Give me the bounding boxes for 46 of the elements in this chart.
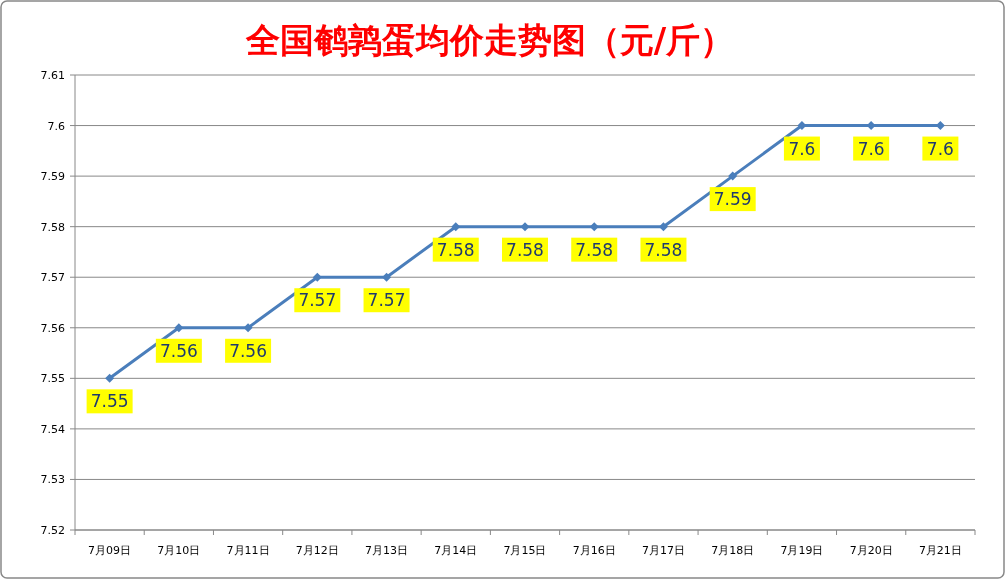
y-tick-label: 7.58 bbox=[40, 220, 65, 234]
y-tick-label: 7.59 bbox=[40, 170, 65, 184]
x-tick-label: 7月13日 bbox=[365, 544, 409, 557]
point bbox=[728, 171, 738, 181]
data-label: 7.6 bbox=[926, 138, 954, 159]
y-tick-label: 7.53 bbox=[40, 473, 65, 487]
data-label: 7.57 bbox=[298, 290, 337, 311]
x-tick-label: 7月14日 bbox=[434, 544, 478, 557]
point bbox=[451, 222, 461, 232]
data-label: 7.58 bbox=[644, 239, 683, 260]
data-label: 7.56 bbox=[229, 340, 268, 361]
data-label: 7.55 bbox=[90, 391, 129, 412]
data-label: 7.6 bbox=[788, 138, 816, 159]
data-label: 7.58 bbox=[436, 239, 475, 260]
x-tick-label: 7月18日 bbox=[711, 544, 755, 557]
point bbox=[520, 222, 530, 232]
y-tick-label: 7.61 bbox=[40, 69, 65, 82]
data-label: 7.56 bbox=[159, 340, 198, 361]
x-tick-label: 7月15日 bbox=[503, 544, 547, 557]
data-label: 7.6 bbox=[857, 138, 885, 159]
x-tick-label: 7月16日 bbox=[572, 544, 616, 557]
x-tick-label: 7月10日 bbox=[157, 544, 201, 557]
x-tick-label: 7月17日 bbox=[641, 544, 685, 557]
y-tick-label: 7.6 bbox=[47, 119, 65, 133]
y-tick-label: 7.55 bbox=[40, 372, 65, 386]
y-tick-label: 7.54 bbox=[40, 422, 65, 436]
data-label: 7.58 bbox=[575, 239, 614, 260]
point bbox=[105, 373, 115, 383]
point bbox=[382, 272, 392, 282]
point bbox=[174, 323, 184, 333]
data-label: 7.57 bbox=[367, 290, 406, 311]
data-label: 7.58 bbox=[506, 239, 544, 260]
point bbox=[312, 272, 322, 282]
x-tick-label: 7月19日 bbox=[780, 544, 824, 557]
x-tick-label: 7月21日 bbox=[918, 544, 962, 557]
x-tick-label: 7月09日 bbox=[88, 544, 132, 557]
y-tick-label: 7.56 bbox=[40, 321, 65, 335]
y-tick-label: 7.52 bbox=[40, 524, 65, 537]
y-tick-label: 7.57 bbox=[40, 271, 65, 285]
x-tick-label: 7月20日 bbox=[849, 544, 893, 557]
point bbox=[243, 323, 253, 333]
chart-title: 全国鹌鹑蛋均价走势图（元/斤） bbox=[244, 20, 735, 60]
x-tick-label: 7月11日 bbox=[226, 544, 270, 557]
data-label: 7.59 bbox=[713, 189, 752, 210]
x-tick-label: 7月12日 bbox=[295, 544, 339, 557]
point bbox=[589, 222, 599, 232]
